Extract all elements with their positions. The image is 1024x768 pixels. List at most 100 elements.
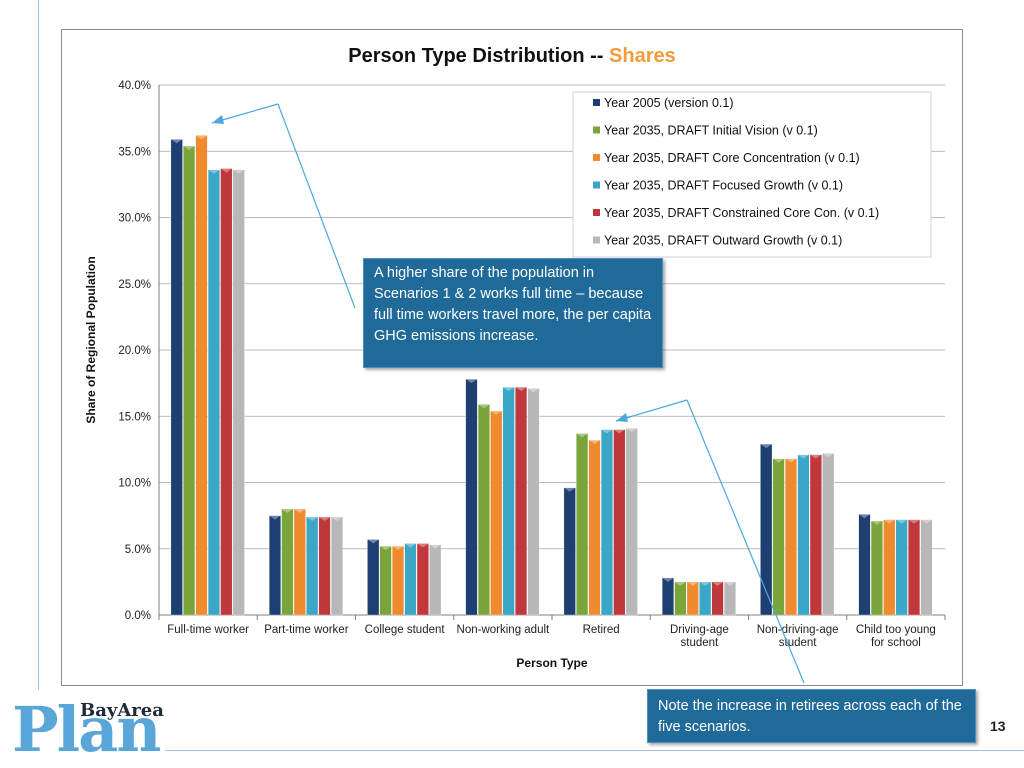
bar [392,545,404,616]
x-tick-label: student [681,637,720,649]
legend-swatch [593,154,600,161]
bar-cap [724,581,736,586]
bar-cap [662,577,674,582]
bar-cap [563,487,576,492]
bar [772,458,785,616]
bar [822,453,835,616]
bar-cap [318,516,331,521]
bar-cap [625,428,638,433]
bar [293,508,306,616]
bar [465,378,478,616]
bar-cap [601,429,613,434]
y-axis-title: Share of Regional Population [84,256,98,423]
pointer-arrowhead-retirees [616,413,628,422]
bar [785,458,797,616]
x-tick-label: Part-time worker [264,624,349,636]
bar-cap [920,519,933,524]
legend-label: Year 2005 (version 0.1) [604,96,733,110]
legend-label: Year 2035, DRAFT Core Concentration (v 0… [604,151,860,165]
bar [269,515,281,616]
bar-cap [810,454,822,459]
bar [588,439,601,616]
bar [195,135,208,616]
bar [600,429,613,616]
bar-cap [281,509,294,513]
bar [858,514,871,616]
bar [207,169,220,616]
y-tick-label: 0.0% [125,610,151,622]
x-tick-label: student [779,637,818,649]
x-tick-label: Full-time worker [167,624,249,636]
x-tick-label: College student [365,624,446,636]
bar-cap [293,509,306,513]
pointer-line-retirees [686,399,805,684]
y-tick-label: 5.0% [125,544,151,556]
bar-cap [883,519,896,524]
bar-cap [613,429,626,434]
bar [662,577,674,616]
callout-full-time: A higher share of the population in Scen… [363,258,663,368]
legend-label: Year 2035, DRAFT Initial Vision (v 0.1) [604,124,818,138]
bar-cap [195,135,208,140]
x-tick-label: Retired [583,624,620,636]
legend-swatch [593,181,600,189]
legend-swatch [593,99,600,106]
pointer-arrowhead-full-time [212,115,224,124]
bar-cap [785,458,797,463]
bar-cap [674,581,687,586]
bar [183,145,196,616]
logo-bayarea: BayArea [80,700,164,721]
bar-cap [465,379,478,384]
bar [232,169,245,616]
logo: Plan BayArea [12,699,164,761]
bar-cap [908,519,920,524]
legend-label: Year 2035, DRAFT Constrained Core Con. (… [604,206,879,220]
x-tick-label: for school [871,637,921,649]
bar [613,429,626,616]
legend-swatch [593,236,600,244]
bar-cap [686,581,699,586]
left-rule [38,0,39,690]
bar [920,519,933,616]
bar [318,516,331,616]
bar-cap [220,168,233,173]
bar-cap [797,454,810,459]
bar [220,168,233,616]
bar-cap [760,444,773,449]
y-tick-label: 20.0% [118,345,151,357]
bar [527,388,540,616]
bar [490,410,503,616]
bar [625,428,638,616]
bar-cap [858,514,871,519]
pointer-line-full-time [277,103,356,309]
bar-cap [404,543,417,548]
legend-label: Year 2035, DRAFT Outward Growth (v 0.1) [604,234,842,248]
x-tick-label: Non-working adult [457,624,550,636]
callout-retirees: Note the increase in retirees across eac… [647,689,976,743]
bar-cap [331,516,343,521]
bar-cap [392,546,404,551]
bar [797,454,810,616]
bar-cap [269,515,281,520]
bar [306,516,319,616]
bar [699,581,712,616]
bar-cap [527,388,540,393]
bar-cap [895,519,908,524]
page-number: 13 [990,718,1006,734]
bar-cap [306,516,318,521]
bar-cap [699,581,711,586]
bar-cap [183,145,195,150]
bar [870,520,883,616]
bar [281,508,294,616]
bar-cap [502,387,515,392]
chart-title-main: Person Type Distribution -- [348,45,609,67]
bar-cap [490,410,503,415]
callout-retirees-text: Note the increase in retirees across eac… [658,698,962,735]
bar-cap [170,139,183,144]
y-tick-label: 15.0% [118,411,151,423]
x-axis-title: Person Type [516,656,587,670]
legend-label: Year 2035, DRAFT Focused Growth (v 0.1) [604,179,843,193]
bar [331,516,343,616]
bar [477,404,490,616]
